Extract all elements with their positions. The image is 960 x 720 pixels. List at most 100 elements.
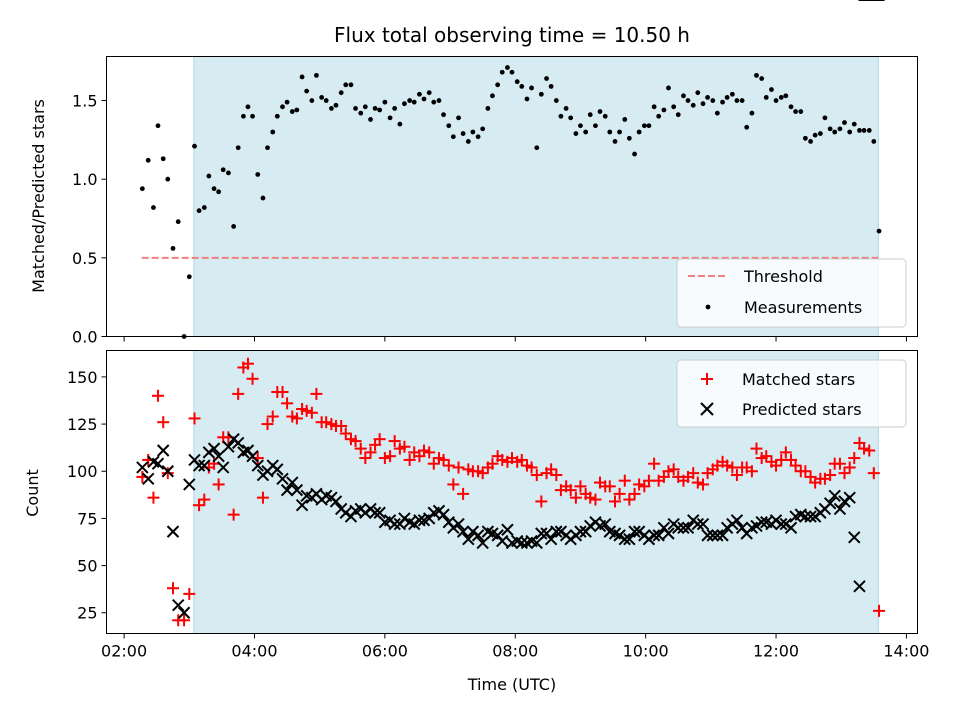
matched-point [290,412,303,425]
matched-point [256,491,269,504]
matched-point [447,478,460,491]
predicted-point [647,529,661,542]
measurement-point [175,219,181,225]
predicted-point [550,525,563,538]
measurement-point [710,98,716,103]
matched-point [305,406,318,419]
measurement-point [866,128,872,133]
predicted-point [853,580,866,593]
measurement-point [578,123,583,129]
measurement-point [798,109,804,114]
measurement-point [876,228,882,234]
measurement-point [260,195,266,201]
matched-point [691,476,704,489]
matched-point [261,418,274,431]
y-tick-label: 150 [67,368,98,387]
matched-point [496,453,509,466]
predicted-point [447,521,460,535]
matched-point [384,450,397,463]
predicted-point [784,521,798,535]
y-tick-label: 0.0 [72,328,97,347]
legend-matched-label: Matched stars [742,370,855,389]
matched-point [760,450,773,463]
predicted-point [632,525,646,538]
legend-predicted-marker [700,402,714,416]
measurement-point [155,123,161,129]
matched-point [178,614,191,627]
measurement-point [505,65,510,70]
x-tick-label: 02:00 [101,642,147,661]
x-tick-label: 08:00 [492,642,538,661]
measurement-point [490,93,495,99]
y-tick-label: 75 [77,509,97,528]
measurement-point [636,129,642,135]
measurement-point [216,189,222,195]
measurement-point [646,123,652,129]
measurement-point [847,129,853,135]
measurement-point [568,115,574,121]
measurement-point [783,93,789,99]
predicted-point [775,517,788,531]
measurement-point [220,167,226,173]
matched-point [310,387,323,400]
predicted-point [613,529,626,542]
legend-matched-marker [701,373,713,385]
predicted-point [838,495,851,508]
x-tick-label: 14:00 [883,642,929,661]
predicted-point [554,525,568,538]
measurement-point [460,131,466,136]
predicted-point [466,525,480,538]
measurement-point [622,117,628,122]
matched-point [530,469,543,482]
measurement-point [499,69,505,75]
measurement-point [192,143,197,149]
measurement-point [700,101,706,107]
y-tick-label: 50 [77,557,97,576]
measurement-point [788,104,794,110]
matched-point [873,604,886,617]
matched-point [147,491,160,504]
measurement-point [827,126,833,132]
predicted-point [672,521,685,535]
bottom-panel: 02:00 04:00 06:00 08:00 10:00 12:00 14:00 25 50… [23,0,929,694]
matched-point [584,491,597,504]
measurement-point [235,145,241,151]
bottom-y-axis-label: Count [23,469,42,517]
measurement-point [656,113,662,119]
matched-point [423,446,436,459]
x-axis-label: Time (UTC) [467,675,556,694]
y-tick-label: 25 [77,604,97,623]
matched-point [354,442,367,455]
measurement-point [304,88,310,94]
measurement-point [837,126,843,132]
measurement-point [329,106,334,111]
top-panel: 0.0 0.5 1.0 1.5 Matched/Predicted stars Thr… [29,56,918,347]
matched-point [525,461,538,474]
predicted-point [192,459,206,472]
predicted-point [329,495,343,508]
matched-point [166,582,179,595]
measurement-point [314,72,319,78]
measurement-point [632,151,637,157]
top-legend-box [676,258,907,328]
predicted-point [750,519,763,533]
matched-point [276,386,289,399]
predicted-point [564,532,577,546]
measurement-point [817,131,823,136]
measurement-point [724,94,730,100]
matched-point [188,412,201,425]
matched-point [476,467,489,480]
legend-measurements-label: Measurements [744,298,862,317]
matched-point [770,459,783,472]
predicted-point [779,517,793,531]
top-axes-frame [106,56,918,337]
measurement-point [139,186,145,192]
matched-point [750,442,763,455]
measurement-point [392,106,398,111]
matched-point [789,459,802,472]
measurement-point [274,113,280,119]
measurement-point [744,124,750,130]
measurement-point [294,107,300,113]
bottom-axes-frame [106,350,918,634]
measurement-point [617,129,622,135]
